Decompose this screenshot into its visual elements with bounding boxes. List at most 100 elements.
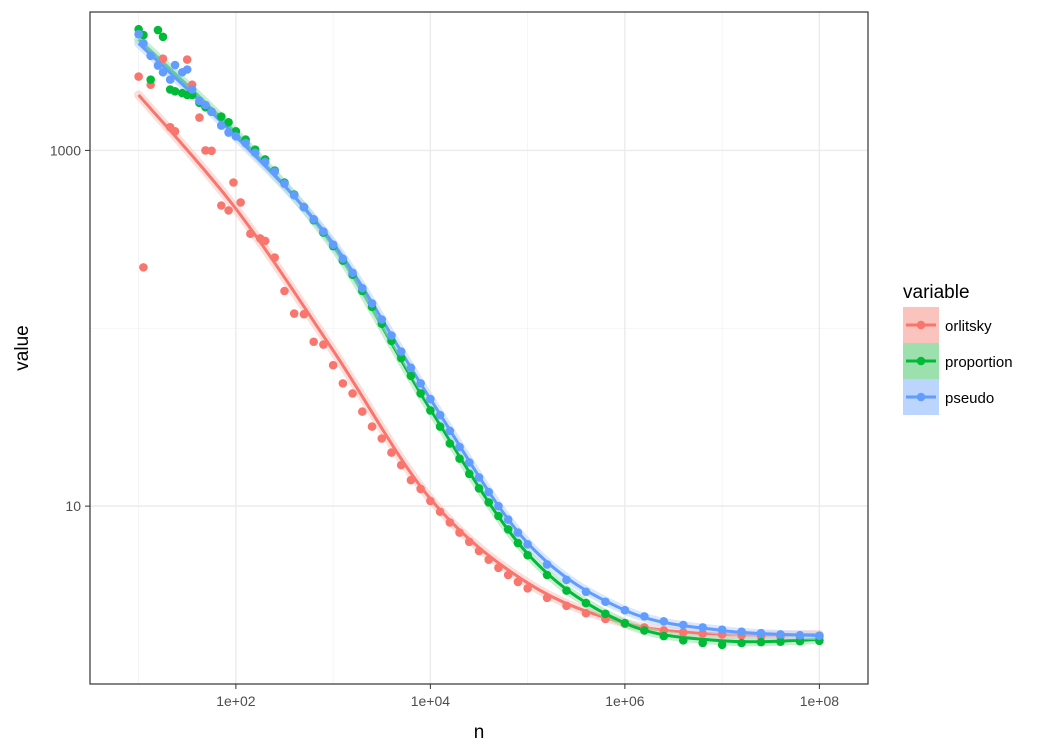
point-pseudo	[134, 29, 143, 39]
point-pseudo	[216, 121, 226, 130]
point-proportion	[494, 511, 503, 521]
point-pseudo	[659, 617, 669, 626]
point-pseudo	[717, 625, 727, 634]
point-orlitsky	[170, 127, 180, 136]
point-pseudo	[815, 631, 824, 640]
point-pseudo	[139, 39, 148, 48]
point-proportion	[445, 439, 455, 448]
point-pseudo	[328, 240, 338, 250]
point-proportion	[474, 483, 484, 493]
point-pseudo	[474, 473, 484, 482]
point-pseudo	[640, 612, 649, 621]
point-orlitsky	[195, 113, 204, 122]
point-proportion	[224, 117, 233, 127]
plot-panel-border	[89, 11, 869, 685]
point-pseudo	[523, 540, 532, 549]
point-orlitsky	[348, 389, 357, 398]
x-tick-label: 1e+02	[216, 693, 256, 709]
point-proportion	[523, 550, 532, 560]
point-orlitsky	[139, 263, 148, 272]
point-pseudo	[158, 67, 168, 77]
point-pseudo	[601, 597, 610, 607]
point-pseudo	[270, 167, 280, 176]
point-proportion	[464, 469, 474, 479]
point-pseudo	[170, 60, 180, 70]
point-pseudo	[776, 630, 785, 639]
point-pseudo	[241, 138, 250, 148]
point-pseudo	[387, 331, 396, 340]
point-pseudo	[338, 254, 348, 264]
point-orlitsky	[299, 309, 309, 319]
point-pseudo	[207, 107, 216, 117]
point-orlitsky	[270, 253, 280, 262]
x-tick-label: 1e+04	[411, 693, 451, 709]
point-orlitsky	[513, 577, 523, 587]
point-proportion	[581, 598, 591, 608]
point-pseudo	[153, 61, 163, 70]
point-proportion	[503, 525, 513, 534]
point-pseudo	[195, 96, 204, 106]
point-orlitsky	[406, 475, 416, 485]
point-orlitsky	[309, 337, 318, 347]
point-pseudo	[445, 426, 455, 436]
point-proportion	[153, 25, 163, 35]
legend-key-point-proportion	[916, 356, 926, 366]
point-pseudo	[357, 283, 367, 293]
point-pseudo	[250, 148, 260, 158]
y-axis: 10 1000	[50, 142, 90, 514]
point-proportion	[406, 371, 416, 381]
point-orlitsky	[387, 448, 396, 457]
point-pseudo	[464, 458, 474, 467]
point-proportion	[659, 631, 669, 641]
point-pseudo	[309, 214, 318, 224]
y-tick-label: 10	[65, 498, 81, 514]
point-pseudo	[224, 128, 233, 137]
point-orlitsky	[581, 608, 591, 618]
point-proportion	[640, 626, 649, 635]
point-proportion	[776, 637, 785, 646]
point-pseudo	[503, 515, 513, 524]
point-orlitsky	[445, 518, 455, 527]
point-pseudo	[280, 179, 289, 188]
point-pseudo	[562, 575, 571, 585]
point-orlitsky	[426, 496, 435, 506]
point-proportion	[455, 454, 464, 463]
data-points	[134, 24, 824, 650]
point-pseudo	[367, 299, 377, 308]
point-orlitsky	[134, 72, 143, 81]
point-orlitsky	[678, 628, 688, 637]
point-pseudo	[377, 315, 387, 324]
point-orlitsky	[207, 146, 216, 156]
legend-title: variable	[903, 282, 970, 303]
point-proportion	[717, 640, 727, 650]
legend-key-point-orlitsky	[916, 320, 926, 330]
point-orlitsky	[319, 340, 328, 349]
point-proportion	[678, 636, 688, 645]
point-pseudo	[187, 85, 197, 94]
point-orlitsky	[328, 360, 338, 370]
point-orlitsky	[455, 528, 464, 537]
point-pseudo	[165, 75, 175, 84]
point-orlitsky	[224, 206, 233, 215]
point-orlitsky	[182, 55, 192, 64]
point-orlitsky	[503, 570, 513, 580]
y-tick-label: 1000	[50, 142, 81, 158]
point-pseudo	[299, 202, 309, 212]
point-proportion	[620, 618, 630, 628]
point-pseudo	[678, 620, 688, 630]
point-pseudo	[289, 190, 299, 200]
point-orlitsky	[435, 507, 445, 517]
point-orlitsky	[474, 546, 484, 556]
point-orlitsky	[562, 601, 571, 611]
point-orlitsky	[416, 484, 425, 494]
point-orlitsky	[523, 584, 532, 593]
x-tick-label: 1e+06	[605, 693, 645, 709]
point-pseudo	[396, 347, 406, 356]
point-orlitsky	[260, 236, 270, 246]
point-orlitsky	[236, 198, 245, 207]
point-proportion	[756, 637, 766, 647]
legend-label-orlitsky: orlitsky	[945, 318, 992, 335]
point-proportion	[170, 86, 180, 96]
x-tick-label: 1e+08	[800, 693, 840, 709]
